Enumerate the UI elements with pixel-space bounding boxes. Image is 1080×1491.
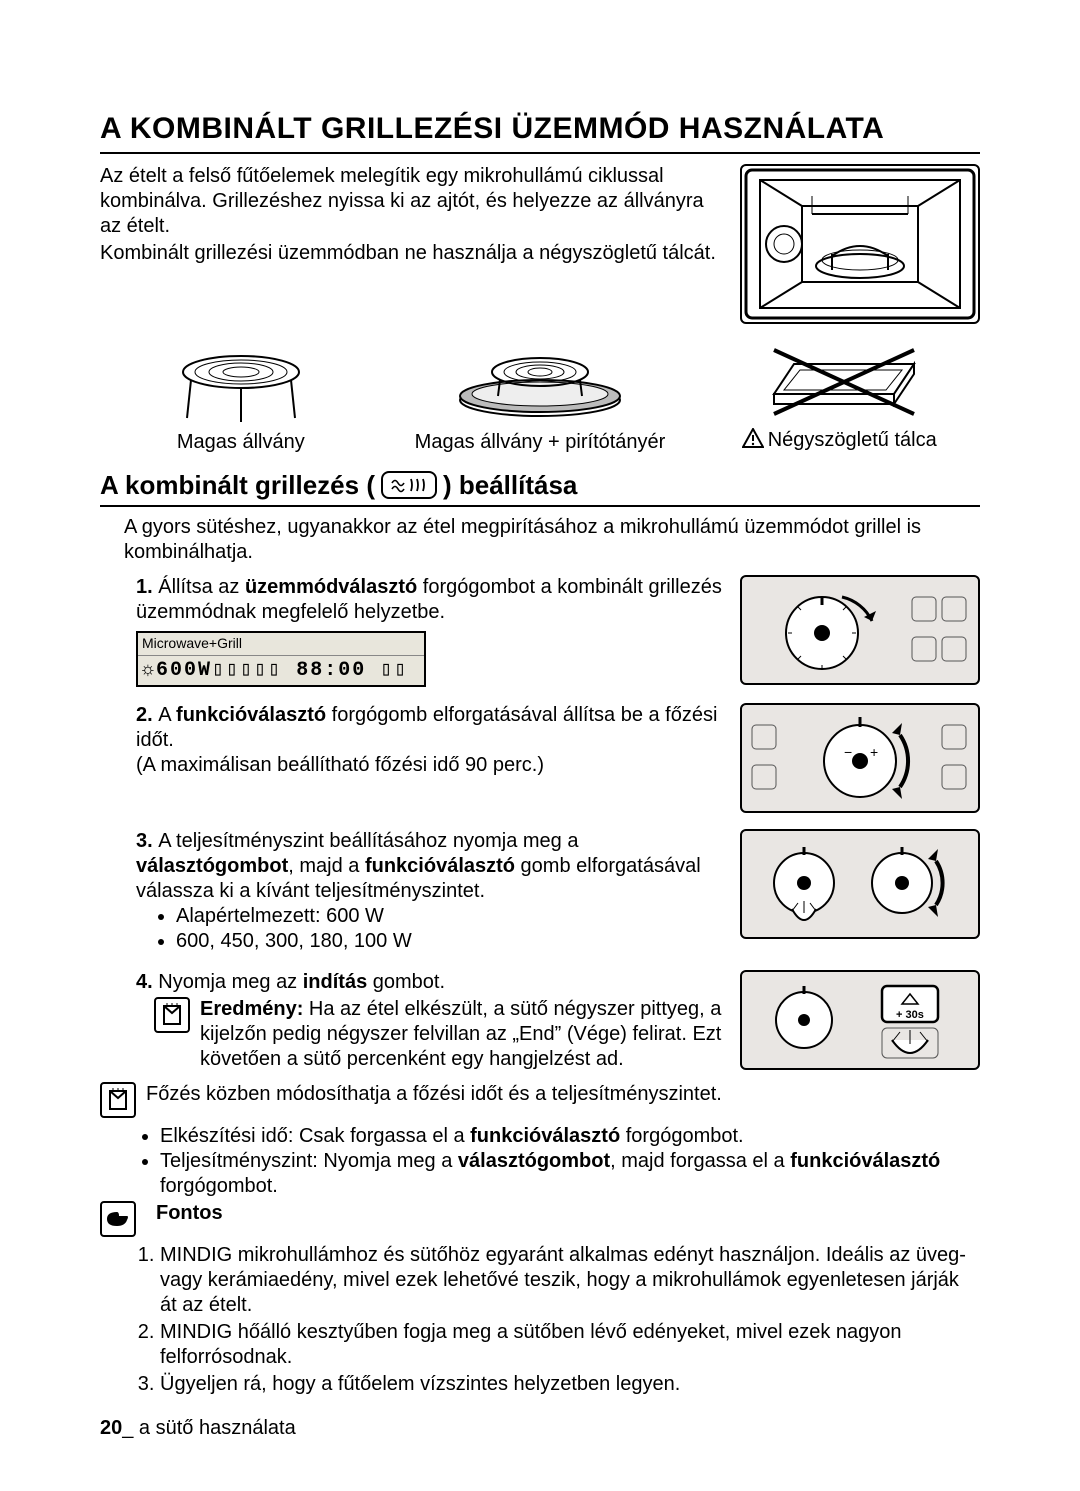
accessories-row: Magas állvány Magas állvány + pirítótány… — [100, 342, 980, 455]
oven-interior-illustration — [740, 164, 980, 324]
accessory-high-rack: Magas állvány — [100, 344, 382, 455]
step-3-illustration — [740, 829, 980, 939]
steps-list: 1. Állítsa az üzemmódválasztó forgógombo… — [136, 575, 980, 1078]
oven-display-panel: Microwave+Grill ☼600W▯▯▯▯▯ 88:00 ▯▯ — [136, 631, 426, 687]
note1-text: Főzés közben módosíthatja a főzési időt … — [146, 1082, 722, 1107]
s2a: A — [158, 704, 176, 726]
subheading-before: A kombinált grillezés ( — [100, 469, 375, 502]
s3c: , majd a — [288, 855, 365, 877]
s1b: üzemmódválasztó — [245, 576, 417, 598]
s3-bullet-1: Alapértelmezett: 600 W — [176, 904, 726, 929]
display-mode-body: ☼600W▯▯▯▯▯ 88:00 ▯▯ — [138, 656, 424, 685]
step-3: 3. A teljesítményszint beállításához nyo… — [136, 829, 980, 954]
s3b: választógombot — [136, 855, 288, 877]
accessory-caption-1: Magas állvány — [100, 430, 382, 455]
cooking-modify-note: Főzés közben módosíthatja a főzési időt … — [100, 1082, 980, 1118]
important-list: MINDIG mikrohullámhoz és sütőhöz egyarán… — [160, 1243, 980, 1397]
step-1: 1. Állítsa az üzemmódválasztó forgógombo… — [136, 575, 980, 687]
step-4-illustration: + 30s — [740, 970, 980, 1070]
s4c: gombot. — [367, 971, 445, 993]
page-title: A KOMBINÁLT GRILLEZÉSI ÜZEMMÓD HASZNÁLAT… — [100, 110, 980, 154]
s2d: (A maximálisan beállítható főzési idő 90… — [136, 753, 726, 778]
oven-svg — [742, 166, 978, 322]
imp-2: MINDIG hőálló kesztyűben fogja meg a süt… — [160, 1320, 980, 1370]
n1b2b: választógombot — [458, 1150, 610, 1172]
step-2-illustration: −+ — [740, 703, 980, 813]
s1a: Állítsa az — [158, 576, 245, 598]
important-icon — [100, 1201, 136, 1237]
important-note: Fontos — [100, 1201, 980, 1237]
intro-p1: Az ételt a felső fűtőelemek melegítik eg… — [100, 164, 720, 239]
accessory-square-tray: Négyszögletű tálca — [698, 342, 980, 455]
s4b: indítás — [303, 971, 367, 993]
footer-section: _ a sütő használata — [122, 1417, 295, 1439]
svg-text:−: − — [844, 744, 852, 760]
imp-3: Ügyeljen rá, hogy a fűtőelem vízszintes … — [160, 1372, 980, 1397]
accessory-caption-3-text: Négyszögletű tálca — [768, 429, 937, 451]
warning-icon — [742, 428, 764, 455]
combi-grill-mode-icon — [381, 471, 437, 499]
note1-bullets: Elkészítési idő: Csak forgassa el a funk… — [160, 1124, 980, 1199]
note-icon-2 — [100, 1082, 136, 1118]
rack-plate-icon — [440, 346, 640, 424]
note-icon — [154, 997, 190, 1033]
intro-p2: Kombinált grillezési üzemmódban ne haszn… — [100, 241, 720, 266]
important-title: Fontos — [156, 1201, 223, 1226]
n1b2a: Teljesítményszint: Nyomja meg a — [160, 1150, 458, 1172]
s4a: Nyomja meg az — [158, 971, 303, 993]
s3d: funkcióválasztó — [365, 855, 515, 877]
display-mode-label: Microwave+Grill — [138, 633, 424, 656]
n1b1a: Elkészítési idő: Csak forgassa el a — [160, 1125, 470, 1147]
s3a: A teljesítményszint beállításához nyomja… — [158, 830, 578, 852]
accessory-caption-2: Magas állvány + pirítótányér — [399, 430, 681, 455]
s4-result-label: Eredmény: — [200, 998, 303, 1020]
subheading-after: ) beállítása — [443, 469, 577, 502]
s2b: funkcióválasztó — [176, 704, 326, 726]
n1b2e: forgógombot. — [160, 1175, 278, 1197]
svg-text:+ 30s: + 30s — [896, 1009, 924, 1021]
page-number: 20 — [100, 1417, 122, 1439]
accessory-high-rack-crusty: Magas állvány + pirítótányér — [399, 344, 681, 455]
n1b2c: , majd forgassa el a — [610, 1150, 790, 1172]
step-4: 4. Nyomja meg az indítás gombot. Eredmén… — [136, 970, 980, 1078]
s3-bullet-2: 600, 450, 300, 180, 100 W — [176, 929, 726, 954]
intro-row: Az ételt a felső fűtőelemek melegítik eg… — [100, 164, 980, 324]
n1b2d: funkcióválasztó — [790, 1150, 940, 1172]
subheading-desc: A gyors sütéshez, ugyanakkor az étel meg… — [124, 515, 980, 565]
intro-text: Az ételt a felső fűtőelemek melegítik eg… — [100, 164, 720, 324]
imp-1: MINDIG mikrohullámhoz és sütőhöz egyarán… — [160, 1243, 980, 1318]
high-rack-icon — [161, 346, 321, 424]
n1b1b: funkcióválasztó — [470, 1125, 620, 1147]
square-tray-icon — [744, 344, 934, 422]
n1b1c: forgógombot. — [620, 1125, 743, 1147]
accessory-caption-3: Négyszögletű tálca — [698, 428, 980, 455]
svg-text:+: + — [870, 744, 878, 760]
step-2: 2. A funkcióválasztó forgógomb elforgatá… — [136, 703, 980, 813]
step-1-illustration — [740, 575, 980, 685]
subheading: A kombinált grillezés ( ) beállítása — [100, 469, 980, 508]
page-footer: 20_ a sütő használata — [100, 1416, 296, 1441]
